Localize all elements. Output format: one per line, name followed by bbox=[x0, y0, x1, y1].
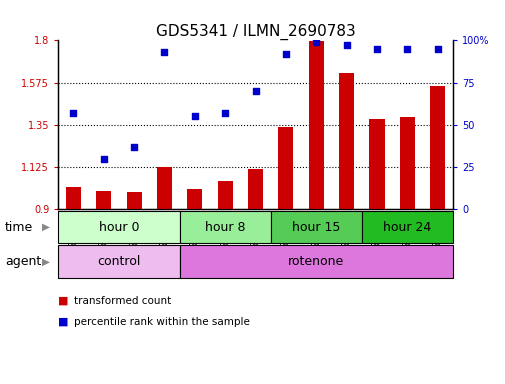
Bar bbox=[429, 86, 444, 209]
Bar bbox=[399, 117, 414, 209]
Bar bbox=[58, 245, 179, 278]
Point bbox=[160, 49, 168, 55]
Bar bbox=[179, 245, 452, 278]
Bar bbox=[126, 192, 141, 209]
Bar bbox=[58, 211, 179, 243]
Point bbox=[433, 46, 441, 52]
Point bbox=[402, 46, 411, 52]
Title: GDS5341 / ILMN_2690783: GDS5341 / ILMN_2690783 bbox=[156, 24, 355, 40]
Text: percentile rank within the sample: percentile rank within the sample bbox=[74, 317, 250, 327]
Text: hour 8: hour 8 bbox=[205, 221, 245, 233]
Bar bbox=[278, 127, 293, 209]
Point bbox=[281, 51, 289, 57]
Bar bbox=[247, 169, 263, 209]
Bar bbox=[187, 189, 202, 209]
Bar bbox=[66, 187, 81, 209]
Bar bbox=[96, 190, 111, 209]
Text: rotenone: rotenone bbox=[287, 255, 344, 268]
Point bbox=[130, 144, 138, 150]
Text: control: control bbox=[97, 255, 140, 268]
Point bbox=[372, 46, 380, 52]
Bar bbox=[361, 211, 452, 243]
Bar bbox=[369, 119, 384, 209]
Text: ■: ■ bbox=[58, 317, 69, 327]
Text: agent: agent bbox=[5, 255, 41, 268]
Text: time: time bbox=[5, 221, 33, 233]
Point bbox=[99, 156, 108, 162]
Bar bbox=[157, 167, 172, 209]
Point bbox=[312, 39, 320, 45]
Point bbox=[251, 88, 259, 94]
Bar bbox=[179, 211, 270, 243]
Text: hour 0: hour 0 bbox=[98, 221, 139, 233]
Bar bbox=[270, 211, 361, 243]
Point bbox=[342, 42, 350, 48]
Bar bbox=[308, 41, 323, 209]
Text: ▶: ▶ bbox=[41, 222, 49, 232]
Point bbox=[221, 110, 229, 116]
Point bbox=[69, 110, 77, 116]
Text: transformed count: transformed count bbox=[74, 296, 171, 306]
Bar bbox=[217, 181, 232, 209]
Text: ▶: ▶ bbox=[41, 256, 49, 266]
Text: hour 24: hour 24 bbox=[382, 221, 431, 233]
Text: hour 15: hour 15 bbox=[291, 221, 340, 233]
Text: ■: ■ bbox=[58, 296, 69, 306]
Bar bbox=[338, 73, 354, 209]
Point bbox=[190, 113, 198, 119]
